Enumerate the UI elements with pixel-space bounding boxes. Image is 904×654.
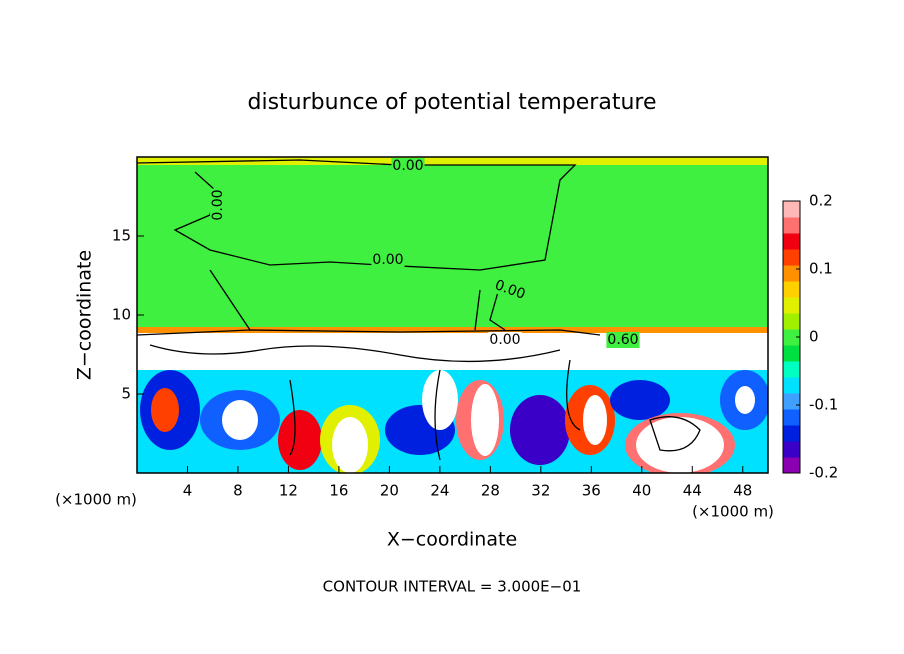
x-tick-label: 24 xyxy=(430,482,449,500)
colorbar-swatch xyxy=(783,217,800,234)
colorbar-swatch xyxy=(783,201,800,218)
colorbar-swatch xyxy=(783,249,800,266)
x-tick-label: 12 xyxy=(279,482,298,500)
field-upper xyxy=(137,157,768,333)
contour-label-bg xyxy=(210,188,226,222)
colorbar-swatch xyxy=(783,265,800,282)
field-band xyxy=(137,327,768,333)
contour-label: 0.00 xyxy=(372,252,403,268)
x-tick-label: 36 xyxy=(582,482,601,500)
x-tick-label: 44 xyxy=(683,482,702,500)
y-tick-label: 10 xyxy=(112,306,131,324)
x-tick-label: 32 xyxy=(531,482,550,500)
colorbar-tick-label: -0.1 xyxy=(809,396,838,414)
contour-label-bg xyxy=(391,158,425,174)
footer: CONTOUR INTERVAL = 3.000E−01 xyxy=(323,578,582,596)
contour-label-bg xyxy=(491,276,529,304)
colorbar-swatch xyxy=(783,377,800,394)
contour-label: 0.00 xyxy=(210,189,226,220)
colorbar-swatch xyxy=(783,297,800,314)
y-tick-label: 15 xyxy=(112,227,131,245)
field-blobs xyxy=(140,370,768,473)
contour-label-bg xyxy=(488,332,522,348)
colorbar-swatch xyxy=(783,361,800,378)
colorbar-swatch xyxy=(783,457,800,474)
contour-label-bg xyxy=(606,332,640,348)
x-tick-label: 16 xyxy=(329,482,348,500)
x-unit-label: (×1000 m) xyxy=(692,503,774,521)
field-band xyxy=(137,157,768,165)
field xyxy=(137,157,768,473)
x-tick-label: 28 xyxy=(481,482,500,500)
y-tick-label: 5 xyxy=(121,385,131,403)
contour-label: 0.60 xyxy=(607,332,638,348)
x-tick-label: 48 xyxy=(733,482,752,500)
colorbar-swatch xyxy=(783,281,800,298)
contour-label: 0.00 xyxy=(489,332,520,348)
colorbar-swatch xyxy=(783,329,800,346)
colorbar-tick-label: 0.1 xyxy=(809,260,833,278)
y-axis-label: Z−coordinate xyxy=(74,250,96,380)
x-tick-label: 4 xyxy=(183,482,193,500)
x-axis-label: X−coordinate xyxy=(387,529,517,551)
colorbar-swatch xyxy=(783,393,800,410)
colorbar-swatch xyxy=(783,441,800,458)
contour-lines xyxy=(137,159,701,461)
colorbar-tick-label: 0.2 xyxy=(809,192,833,210)
x-unit-label: (×1000 m) xyxy=(55,491,137,509)
colorbar-swatch xyxy=(783,425,800,442)
colorbar-tick-label: 0 xyxy=(809,328,819,346)
x-tick-label: 40 xyxy=(632,482,651,500)
chart-title: disturbunce of potential temperature xyxy=(248,90,657,115)
colorbar-swatch xyxy=(783,409,800,426)
colorbar-swatch xyxy=(783,345,800,362)
x-tick-label: 20 xyxy=(380,482,399,500)
x-tick-label: 8 xyxy=(233,482,243,500)
contour-label-bg xyxy=(371,252,405,268)
contour-label: 0.00 xyxy=(392,158,423,174)
colorbar-swatch xyxy=(783,313,800,330)
colorbar-tick-label: -0.2 xyxy=(809,464,838,482)
colorbar-swatch xyxy=(783,233,800,250)
